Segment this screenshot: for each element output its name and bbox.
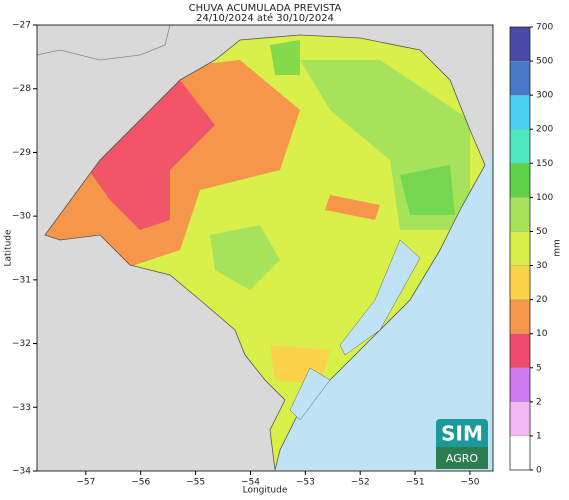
colorbar-segment: [509, 231, 531, 266]
rain-field: [400, 165, 455, 215]
y-tick-label: −27: [12, 21, 31, 31]
colorbar-tick-label: 300: [536, 91, 553, 101]
x-tick-label: −51: [406, 478, 425, 488]
title: CHUVA ACUMULADA PREVISTA: [189, 3, 342, 14]
y-tick-label: −31: [12, 275, 31, 285]
y-tick-label: −32: [12, 339, 31, 349]
colorbar-tick-label: 5: [536, 363, 542, 373]
y-tick-label: −34: [12, 467, 31, 477]
x-tick-label: −56: [131, 478, 150, 488]
colorbar-tick-label: 20: [536, 295, 548, 305]
colorbar-frame: [509, 26, 531, 471]
y-tick-label: −29: [12, 148, 31, 158]
colorbar-segment: [509, 299, 531, 334]
y-tick-label: −28: [12, 84, 31, 94]
logo-top: SIM: [441, 422, 483, 446]
colorbar-segment: [509, 163, 531, 198]
y-axis-label: Latitude: [4, 229, 14, 267]
y-tick-label: −30: [12, 212, 31, 222]
logo-band: [436, 447, 488, 469]
colorbar-tick-label: 700: [536, 23, 553, 33]
colorbar-segment: [509, 26, 531, 62]
colorbar-segment: [509, 129, 531, 164]
colorbar-tick-label: 30: [536, 261, 548, 271]
colorbar-segment: [509, 265, 531, 300]
rain-field: [60, 80, 215, 230]
x-tick-label: −54: [241, 478, 260, 488]
rain-field: [210, 225, 280, 290]
subtitle: 24/10/2024 até 30/10/2024: [196, 12, 334, 24]
rain-field: [325, 195, 380, 220]
x-axis-label: Longitude: [243, 486, 288, 496]
colorbar-segment: [509, 60, 531, 96]
x-tick-label: −57: [76, 478, 95, 488]
logo-bottom: AGRO: [446, 452, 478, 465]
border: [36, 24, 171, 61]
lagoa-dos-patos: [339, 239, 421, 356]
axes-frame: [36, 24, 494, 472]
colorbar-segment: [509, 197, 531, 232]
lagoa-mirim: [289, 367, 331, 421]
colorbar-tick-label: 200: [536, 125, 553, 135]
state-outline: [44, 34, 486, 471]
colorbar-tick-label: 50: [536, 227, 548, 237]
logo: SIM AGRO: [436, 419, 488, 469]
x-tick-label: −55: [186, 478, 205, 488]
colorbar-tick-label: 2: [536, 397, 542, 407]
colorbar-tick-label: 150: [536, 159, 553, 169]
x-tick-label: −53: [296, 478, 315, 488]
colorbar-label: mm: [553, 239, 563, 257]
colorbar-tick-label: 1: [536, 431, 542, 441]
x-tick-label: −52: [351, 478, 370, 488]
colorbar-tick-label: 0: [536, 466, 542, 476]
ocean: [275, 150, 493, 471]
colorbar-segment: [509, 95, 531, 130]
colorbar-tick-label: 10: [536, 329, 548, 339]
colorbar-segment: [509, 401, 531, 437]
rain-field: [270, 40, 300, 75]
colorbar-segment: [509, 333, 531, 368]
colorbar-segment: [509, 435, 531, 471]
colorbar-segment: [509, 367, 531, 402]
colorbar-tick-label: 500: [536, 57, 553, 67]
y-tick-label: −33: [12, 403, 31, 413]
map-area: [36, 24, 494, 472]
x-tick-label: −50: [460, 478, 479, 488]
colorbar-tick-label: 100: [536, 193, 553, 203]
